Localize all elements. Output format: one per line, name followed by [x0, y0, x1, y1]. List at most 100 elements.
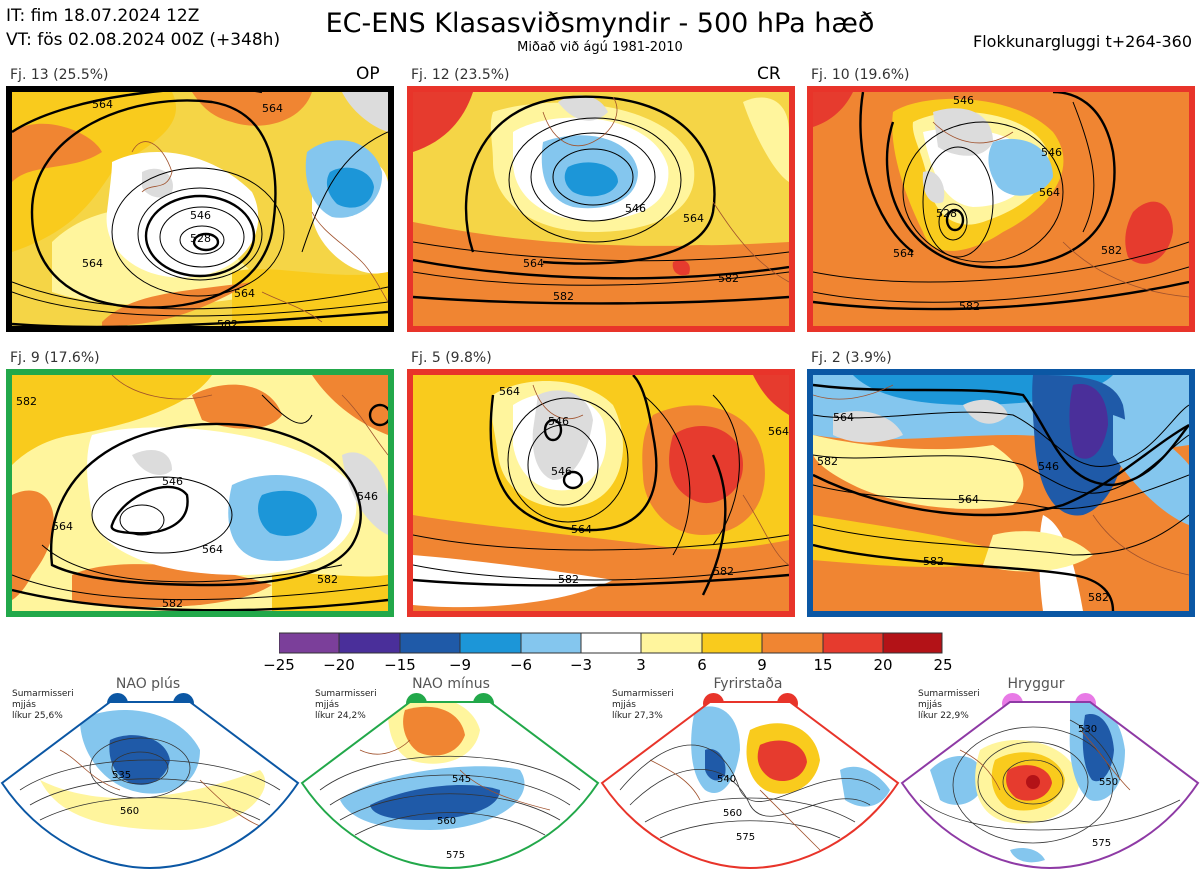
colorbar-tick: 25	[933, 656, 953, 674]
cluster-map-1: 564 564 564 546 528 564 582	[12, 92, 388, 326]
cluster-map-2: 546 564 564 582 582	[413, 92, 789, 326]
contour-label-582a: 582	[817, 455, 838, 468]
regime-map-blocking: 540 560 575	[600, 701, 900, 870]
panel-label-1: Fj. 13 (25.5%)	[10, 67, 109, 83]
classification-window: Flokkunargluggi t+264-360	[973, 32, 1192, 51]
regime-map-nao-plus: 535 560	[0, 701, 300, 870]
panel-label-3: Fj. 10 (19.6%)	[811, 67, 910, 83]
contour-label-582a: 582	[558, 573, 579, 586]
regime-contour-label: 575	[446, 850, 465, 861]
colorbar-tick: −15	[384, 656, 416, 674]
contour-label-528: 528	[190, 232, 211, 245]
regime-likelihood: líkur 24,2%	[315, 711, 366, 721]
colorbar-tick: 9	[757, 656, 767, 674]
regime-contour-label: 560	[437, 816, 456, 827]
cluster-map-panel-2: 546 564 564 582 582	[407, 86, 795, 332]
colorbar-tick: −3	[569, 656, 593, 674]
contour-label-564c: 564	[768, 425, 789, 438]
colorbar-tick: 20	[873, 656, 893, 674]
contour-label-582: 582	[217, 318, 238, 326]
panel-label-5: Fj. 5 (9.8%)	[411, 350, 492, 366]
contour-label-582a: 582	[16, 395, 37, 408]
contour-label-582b: 582	[1101, 244, 1122, 257]
cluster-map-5: 564 546 546 564 582 582 564	[413, 375, 789, 611]
cluster-map-panel-3: 546 564 546 528 564 582 582	[807, 86, 1195, 332]
regime-note: mjjás	[12, 700, 36, 710]
contour-label-546: 546	[1038, 460, 1059, 473]
valid-time: VT: fös 02.08.2024 00Z (+348h)	[6, 30, 281, 50]
contour-label-546a: 546	[953, 94, 974, 107]
panel-label-6: Fj. 2 (3.9%)	[811, 350, 892, 366]
regime-contour-label: 530	[1078, 724, 1097, 735]
regime-contour-label: 535	[112, 770, 131, 781]
contour-label-546: 546	[190, 209, 211, 222]
cluster-map-panel-5: 564 546 546 564 582 582 564	[407, 369, 795, 617]
regime-map-ridge: 530 550 575	[900, 701, 1200, 870]
regime-name: Hryggur	[1007, 676, 1065, 692]
colorbar-tick: 3	[636, 656, 646, 674]
colorbar	[279, 632, 943, 654]
contour-label-528: 528	[936, 207, 957, 220]
contour-label-564b: 564	[958, 493, 979, 506]
contour-label-564b: 564	[571, 523, 592, 536]
contour-label-564a: 564	[683, 212, 704, 225]
regime-season: Sumarmisseri	[612, 689, 674, 699]
contour-label-582b: 582	[923, 555, 944, 568]
regime-likelihood: líkur 25,6%	[12, 711, 63, 721]
regime-name: Fyrirstaða	[713, 676, 783, 692]
colorbar-tick: −20	[323, 656, 355, 674]
contour-label-546b: 546	[1041, 146, 1062, 159]
regime-contour-label: 550	[1099, 777, 1118, 788]
regime-contour-label: 560	[723, 808, 742, 819]
contour-label-564a: 564	[92, 98, 113, 111]
page-subtitle: Miðað við ágú 1981-2010	[517, 40, 683, 55]
contour-label-564a: 564	[499, 385, 520, 398]
contour-label-564b: 564	[893, 247, 914, 260]
regime-name: NAO plús	[115, 676, 181, 692]
contour-label-582b: 582	[718, 272, 739, 285]
cluster-map-6: 564 546 582 564 582 582	[813, 375, 1189, 611]
contour-label-546b: 546	[551, 465, 572, 478]
regime-note: mjjás	[918, 700, 942, 710]
contour-label-582a: 582	[553, 290, 574, 303]
page-title: EC-ENS Klasasviðsmyndir - 500 hPa hæð	[325, 8, 875, 39]
regime-season: Sumarmisseri	[12, 689, 74, 699]
contour-label-546a: 546	[162, 475, 183, 488]
regime-likelihood: líkur 22,9%	[918, 711, 969, 721]
contour-label-546b: 546	[357, 490, 378, 503]
contour-label-564a: 564	[52, 520, 73, 533]
cluster-map-panel-6: 564 546 582 564 582 582	[807, 369, 1195, 617]
regime-note: mjjás	[612, 700, 636, 710]
contour-label-546: 546	[625, 202, 646, 215]
regime-map-nao-minus: 545 560 575	[300, 701, 600, 870]
regime-contour-label: 560	[120, 806, 139, 817]
contour-label-582a: 582	[959, 300, 980, 313]
panel-label-4: Fj. 9 (17.6%)	[10, 350, 100, 366]
contour-label-564d: 564	[234, 287, 255, 300]
colorbar-tick: −6	[509, 656, 533, 674]
cluster-map-3: 546 564 546 528 564 582 582	[813, 92, 1189, 313]
regime-likelihood: líkur 27,3%	[612, 711, 663, 721]
contour-label-582b: 582	[713, 565, 734, 578]
init-time: IT: fim 18.07.2024 12Z	[6, 6, 200, 26]
contour-label-582b: 582	[317, 573, 338, 586]
contour-label-564a: 564	[1039, 186, 1060, 199]
contour-label-564c: 564	[82, 257, 103, 270]
regime-season: Sumarmisseri	[918, 689, 980, 699]
contour-label-564b: 564	[262, 102, 283, 115]
contour-label-564a: 564	[833, 411, 854, 424]
contour-label-546a: 546	[548, 415, 569, 428]
colorbar-tick: 15	[813, 656, 833, 674]
regime-contour-label: 575	[1092, 838, 1111, 849]
regime-contour-label: 575	[736, 832, 755, 843]
colorbar-tick: −25	[263, 656, 295, 674]
panel-label-2: Fj. 12 (23.5%)	[411, 67, 510, 83]
colorbar-tick: 6	[697, 656, 707, 674]
contour-label-582c: 582	[1088, 591, 1109, 604]
panel-tag-op: OP	[356, 64, 380, 84]
contour-label-564b: 564	[523, 257, 544, 270]
regime-name: NAO mínus	[412, 676, 490, 692]
panel-tag-cr: CR	[757, 64, 781, 84]
regime-season: Sumarmisseri	[315, 689, 377, 699]
contour-label-564b: 564	[202, 543, 223, 556]
